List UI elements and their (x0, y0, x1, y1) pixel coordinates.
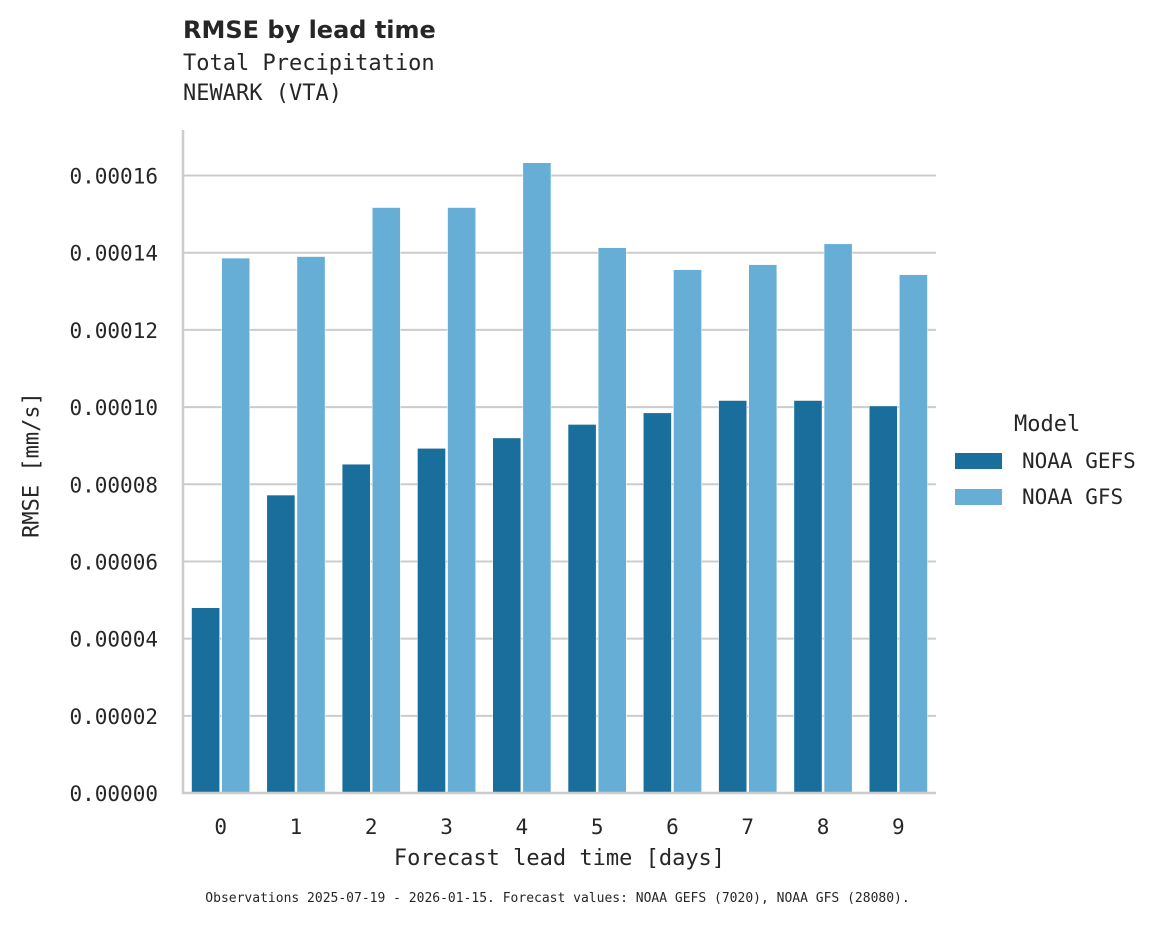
bar-noaa-gfs-1 (296, 256, 326, 794)
x-tick-label: 9 (892, 815, 905, 839)
bar-noaa-gefs-2 (341, 463, 371, 794)
chart-subtitle-station: NEWARK (VTA) (183, 81, 342, 106)
bar-noaa-gfs-9 (899, 274, 928, 794)
legend-label: NOAA GFS (1022, 485, 1124, 509)
legend-swatch-gfs (955, 489, 1002, 505)
legend-item-gefs: NOAA GEFS (955, 443, 1136, 479)
legend-label: NOAA GEFS (1022, 449, 1136, 473)
bar-noaa-gefs-7 (718, 400, 748, 794)
bar-noaa-gfs-6 (673, 269, 702, 794)
x-tick-label: 0 (214, 815, 227, 839)
legend-swatch-gefs (955, 453, 1002, 469)
chart-subtitle-variable: Total Precipitation (183, 51, 435, 76)
footnote: Observations 2025-07-19 - 2026-01-15. Fo… (205, 891, 910, 906)
bar-noaa-gfs-4 (522, 162, 552, 794)
x-tick-label: 8 (817, 815, 830, 839)
y-tick-label: 0.00014 (69, 242, 158, 266)
y-tick-label: 0.00006 (69, 550, 158, 574)
x-tick-label: 2 (365, 815, 378, 839)
legend-item-gfs: NOAA GFS (955, 479, 1136, 515)
bar-noaa-gfs-8 (823, 243, 853, 794)
bar-noaa-gefs-8 (793, 400, 823, 794)
y-tick-label: 0.00002 (69, 705, 158, 729)
y-tick-label: 0.00004 (69, 628, 158, 652)
y-tick-label: 0.00012 (69, 319, 158, 343)
x-tick-label: 1 (290, 815, 303, 839)
bar-noaa-gefs-1 (266, 494, 296, 794)
x-tick-label: 7 (741, 815, 754, 839)
bar-noaa-gfs-3 (447, 207, 476, 794)
y-axis-label: RMSE [mm/s] (19, 392, 45, 538)
y-tick-label: 0.00016 (69, 165, 158, 189)
bar-noaa-gefs-4 (492, 437, 522, 794)
bar-noaa-gfs-7 (748, 264, 778, 794)
y-tick-label: 0.00000 (69, 782, 158, 806)
legend-title: Model (1014, 412, 1081, 437)
x-axis-label: Forecast lead time [days] (393, 846, 726, 871)
legend: Model NOAA GEFS NOAA GFS (955, 412, 1136, 515)
x-tick-label: 4 (516, 815, 529, 839)
bar-noaa-gefs-5 (567, 424, 597, 794)
bar-noaa-gefs-0 (191, 607, 220, 794)
bar-noaa-gefs-9 (868, 405, 898, 794)
bar-noaa-gefs-3 (417, 448, 446, 794)
y-tick-label: 0.00008 (69, 473, 158, 497)
x-tick-label: 6 (666, 815, 679, 839)
bar-noaa-gfs-2 (372, 207, 401, 794)
chart-title: RMSE by lead time (183, 16, 436, 44)
x-tick-label: 5 (591, 815, 604, 839)
y-tick-label: 0.00010 (69, 396, 158, 420)
x-tick-label: 3 (440, 815, 453, 839)
bar-noaa-gefs-6 (643, 412, 672, 794)
bar-noaa-gfs-0 (221, 257, 251, 794)
bar-noaa-gfs-5 (597, 247, 627, 794)
